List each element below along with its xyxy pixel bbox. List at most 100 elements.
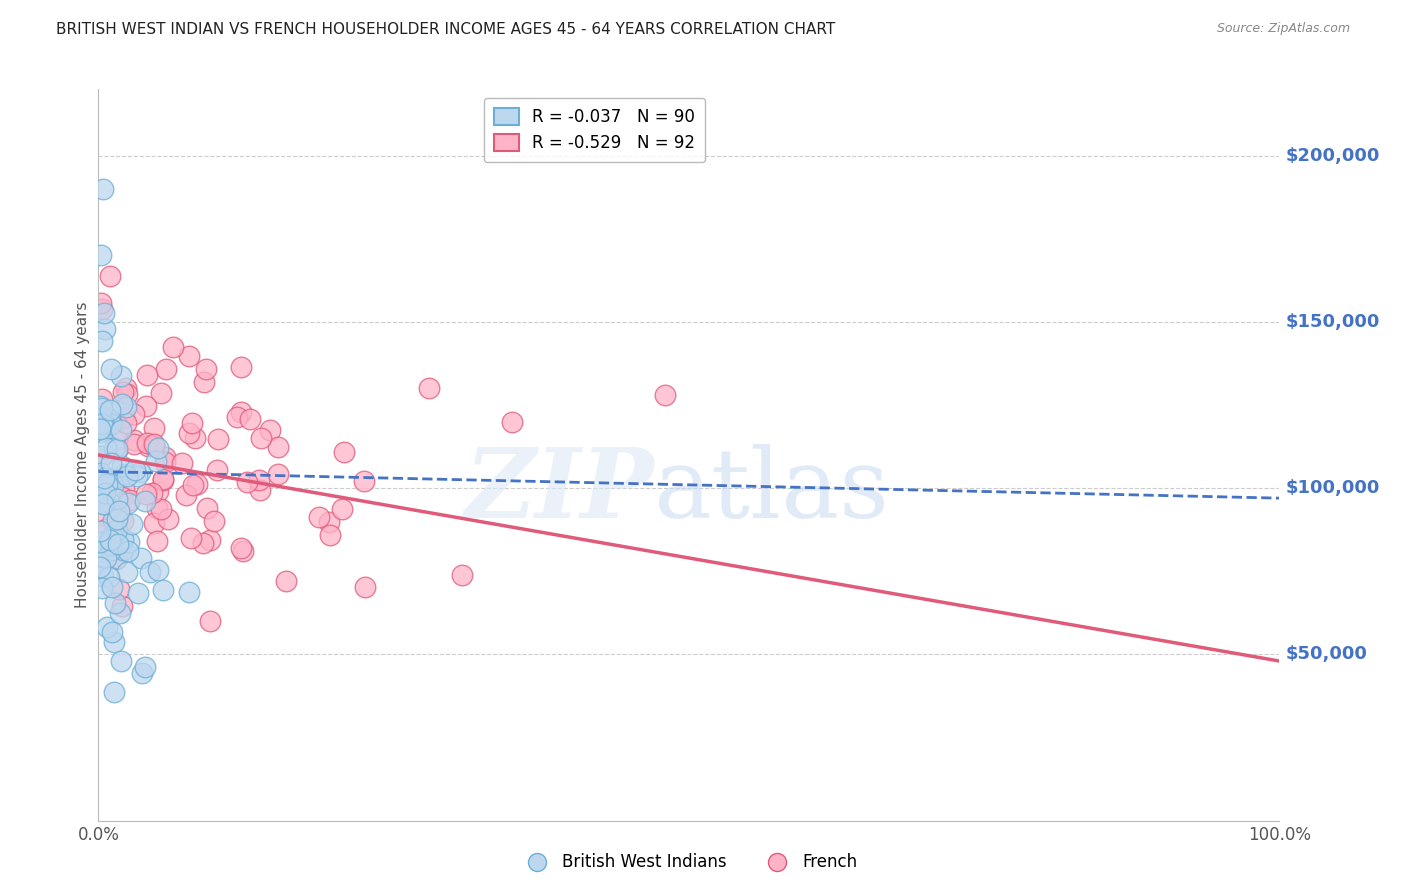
Point — [229, 360, 252, 375]
Point — [146, 533, 169, 548]
Point — [100, 456, 122, 470]
Point — [114, 416, 136, 430]
Point — [103, 442, 125, 456]
Point — [90, 449, 112, 463]
Point — [152, 582, 174, 597]
Point — [94, 551, 117, 566]
Point — [90, 480, 112, 494]
Point — [156, 512, 179, 526]
Point — [90, 392, 112, 407]
Point — [93, 497, 115, 511]
Text: ZIP: ZIP — [464, 444, 654, 539]
Point — [105, 491, 128, 506]
Point — [146, 442, 169, 456]
Point — [91, 182, 114, 196]
Point — [105, 524, 128, 538]
Point — [93, 306, 115, 320]
Point — [100, 412, 122, 426]
Point — [91, 334, 114, 348]
Point — [177, 585, 200, 599]
Point — [142, 516, 165, 530]
Point — [90, 508, 112, 522]
Point — [110, 423, 132, 437]
Point — [91, 301, 114, 316]
Point — [101, 529, 124, 543]
Point — [91, 497, 114, 511]
Point — [112, 409, 135, 424]
Point — [135, 436, 157, 450]
Point — [100, 417, 122, 431]
Point — [112, 467, 135, 481]
Point — [183, 478, 205, 492]
Point — [193, 375, 215, 389]
Point — [107, 537, 129, 551]
Text: $50,000: $50,000 — [1285, 646, 1367, 664]
Point — [110, 654, 132, 668]
Point — [96, 620, 118, 634]
Point — [89, 399, 111, 413]
Point — [108, 582, 131, 596]
Point — [117, 496, 139, 510]
Point — [90, 296, 112, 310]
Point — [353, 580, 375, 594]
Point — [146, 563, 169, 577]
Point — [353, 475, 375, 489]
Point — [89, 534, 111, 549]
Point — [91, 487, 114, 501]
Point — [94, 478, 117, 492]
Point — [138, 439, 160, 453]
Point — [146, 501, 169, 516]
Point — [127, 585, 149, 599]
Point — [266, 440, 288, 454]
Point — [105, 512, 128, 526]
Text: Source: ZipAtlas.com: Source: ZipAtlas.com — [1216, 22, 1350, 36]
Point — [98, 496, 121, 510]
Point — [124, 462, 146, 476]
Point — [89, 422, 111, 436]
Point — [153, 455, 176, 469]
Point — [96, 522, 118, 536]
Point — [90, 581, 112, 595]
Point — [198, 533, 221, 548]
Point — [162, 341, 184, 355]
Point — [330, 502, 353, 516]
Point — [181, 416, 204, 430]
Point — [184, 431, 207, 445]
Point — [276, 574, 298, 588]
Point — [146, 483, 169, 498]
Point — [104, 552, 127, 566]
Point — [104, 595, 127, 609]
Point — [103, 513, 125, 527]
Point — [101, 580, 124, 594]
Point — [124, 437, 146, 451]
Point — [176, 488, 198, 502]
Point — [117, 544, 139, 558]
Point — [152, 472, 174, 486]
Point — [96, 477, 118, 491]
Text: atlas: atlas — [654, 444, 890, 539]
Point — [145, 454, 167, 468]
Point — [180, 531, 202, 545]
Point — [143, 439, 166, 453]
Point — [94, 485, 117, 500]
Point — [267, 467, 290, 481]
Point — [177, 349, 200, 363]
Point — [96, 537, 118, 551]
Text: $150,000: $150,000 — [1285, 313, 1379, 331]
Point — [225, 409, 247, 424]
Point — [103, 635, 125, 649]
Point — [98, 402, 121, 417]
Point — [97, 474, 120, 488]
Point — [111, 543, 134, 558]
Point — [318, 515, 340, 529]
Point — [91, 415, 114, 429]
Point — [91, 568, 114, 582]
Point — [259, 424, 281, 438]
Point — [121, 517, 143, 532]
Point — [193, 536, 215, 550]
Point — [333, 445, 356, 459]
Point — [100, 538, 122, 552]
Point — [195, 362, 218, 376]
Point — [134, 494, 156, 508]
Point — [149, 501, 172, 516]
